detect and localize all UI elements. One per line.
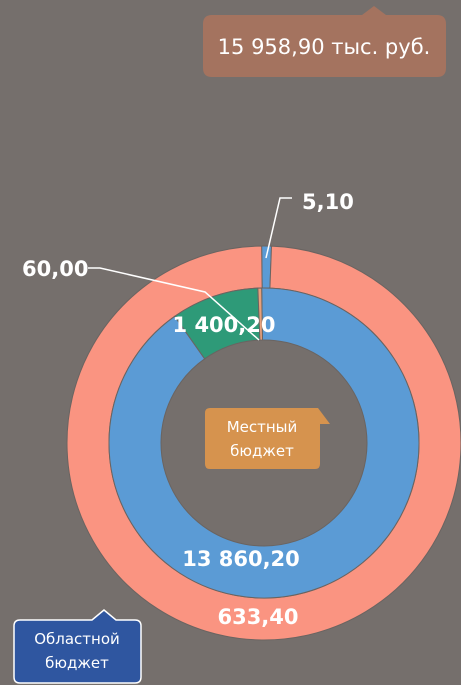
label-inner-main: 13 860,20 — [182, 547, 300, 571]
label-inner-green: 1 400,20 — [173, 313, 276, 337]
regional-budget-line2: бюджет — [45, 654, 109, 672]
label-inner-small: 60,00 — [22, 257, 88, 281]
total-value: 15 958,90 тыс. руб. — [218, 35, 431, 59]
local-budget-line2: бюджет — [230, 442, 294, 460]
local-budget-callout: Местный бюджет — [205, 408, 330, 469]
local-budget-line1: Местный — [227, 418, 298, 436]
regional-budget-line1: Областной — [34, 630, 120, 648]
label-outer-main: 633,40 — [217, 605, 298, 629]
regional-budget-callout: Областной бюджет — [14, 610, 141, 683]
total-callout: 15 958,90 тыс. руб. — [203, 6, 446, 77]
label-outer-small: 5,10 — [302, 190, 354, 214]
